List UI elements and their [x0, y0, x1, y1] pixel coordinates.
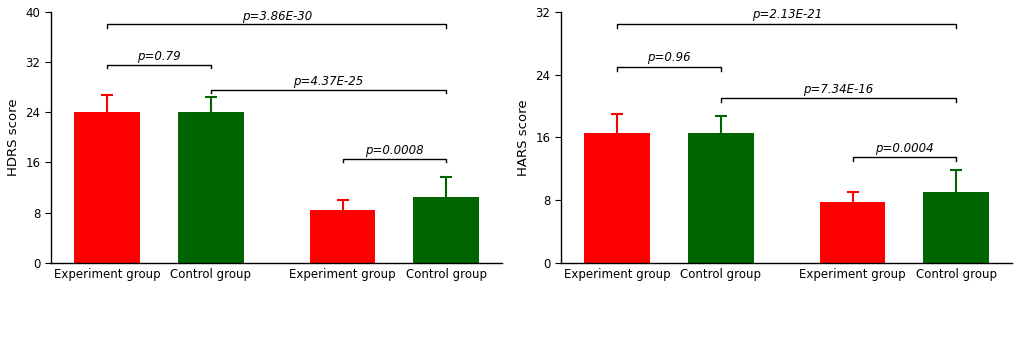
Text: p=0.96: p=0.96 [647, 52, 690, 64]
Y-axis label: HARS score: HARS score [517, 99, 530, 176]
Bar [74, 112, 141, 263]
Bar [687, 133, 753, 263]
Text: p=7.34E-16: p=7.34E-16 [803, 83, 872, 96]
Bar [177, 112, 244, 263]
Bar [922, 192, 988, 263]
Text: p=3.86E-30: p=3.86E-30 [242, 10, 312, 23]
Text: p=4.37E-25: p=4.37E-25 [293, 75, 363, 89]
Text: p=2.13E-21: p=2.13E-21 [751, 8, 821, 21]
Y-axis label: HDRS score: HDRS score [7, 99, 20, 176]
Bar [584, 133, 650, 263]
Bar [413, 197, 479, 263]
Bar [310, 210, 375, 263]
Text: p=0.0008: p=0.0008 [365, 145, 423, 157]
Text: p=0.0004: p=0.0004 [874, 142, 932, 155]
Bar [819, 202, 884, 263]
Text: p=0.79: p=0.79 [138, 51, 180, 63]
